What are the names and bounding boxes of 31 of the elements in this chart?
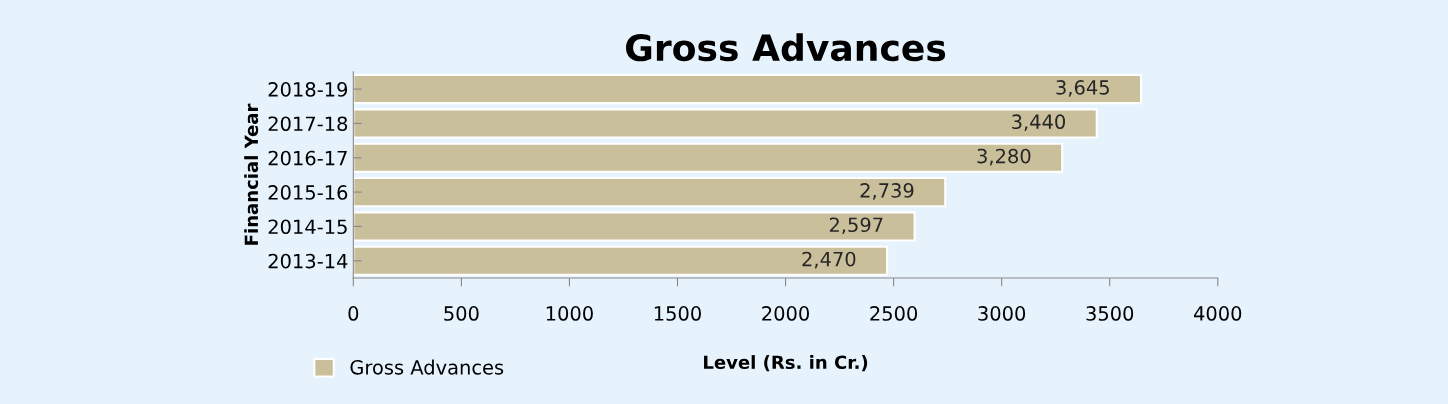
bar xyxy=(353,142,1064,173)
x-tick-label: 2500 xyxy=(870,306,918,321)
x-axis-title: Level (Rs. in Cr.) xyxy=(704,355,868,372)
x-tick-label: 3500 xyxy=(1086,306,1134,321)
x-tick-label: 1000 xyxy=(546,306,593,321)
text: 2,597 xyxy=(829,217,883,235)
text: 3,280 xyxy=(977,148,1031,166)
y-axis-title: Financial Year xyxy=(244,103,259,245)
x-tick-label: 2000 xyxy=(762,306,809,321)
text: 3,645 xyxy=(1056,80,1109,97)
y-tick-label: 2013-14 xyxy=(268,253,348,269)
bar xyxy=(353,73,1143,105)
x-tick-label: 1500 xyxy=(654,306,701,321)
bar xyxy=(353,176,947,208)
x-tick-label: 0 xyxy=(348,306,359,321)
y-tick-label: 2016-17 xyxy=(268,150,347,166)
x-tick-label: 3000 xyxy=(978,306,1026,321)
bar xyxy=(353,211,916,242)
bar xyxy=(353,108,1098,139)
chart-title: Gross Advances xyxy=(626,33,946,62)
x-tick-label: 4000 xyxy=(1193,306,1242,321)
y-tick-label: 2017-18 xyxy=(268,116,348,132)
text: 2,739 xyxy=(860,183,914,200)
y-tick-label: 2015-16 xyxy=(268,185,348,200)
bar xyxy=(353,245,889,276)
y-tick-label: 2014-15 xyxy=(268,219,347,235)
y-tick-label: 2018-19 xyxy=(268,82,348,97)
text: 3,440 xyxy=(1012,114,1066,132)
x-tick-label: 500 xyxy=(444,306,479,321)
text: 2,470 xyxy=(802,251,856,269)
legend-label: Gross Advances xyxy=(350,359,504,375)
